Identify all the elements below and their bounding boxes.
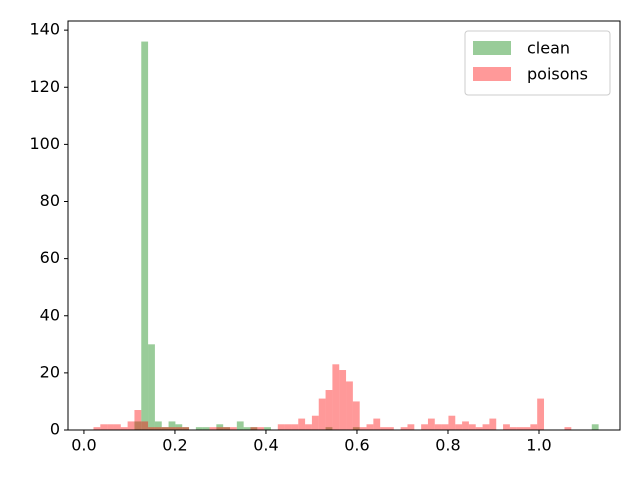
bar [516, 427, 524, 430]
bar [325, 390, 333, 430]
bar [264, 427, 271, 430]
bar [257, 427, 265, 430]
legend-box [464, 30, 611, 96]
bar [216, 427, 224, 430]
y-tick-label: 20 [40, 362, 60, 381]
x-tick-label: 0.8 [435, 436, 460, 455]
bar [148, 344, 155, 430]
bar [154, 421, 162, 430]
x-tick-label: 0.6 [344, 436, 369, 455]
bar [359, 427, 367, 430]
bar [202, 427, 210, 430]
bar [421, 424, 428, 430]
y-tick-label: 40 [40, 305, 60, 324]
bar [209, 427, 217, 430]
bar [434, 424, 442, 430]
bar [161, 427, 169, 430]
bar [107, 424, 114, 430]
bar [523, 427, 531, 430]
bar [462, 421, 469, 430]
bar [182, 427, 190, 430]
bar [537, 398, 545, 430]
bar [284, 424, 292, 430]
bar [127, 421, 135, 430]
bar [154, 427, 162, 430]
bar [141, 41, 149, 431]
bar [400, 427, 408, 430]
bar [346, 381, 353, 430]
bar [373, 418, 381, 430]
bar [380, 427, 388, 430]
bar [352, 401, 360, 430]
bar [141, 421, 149, 430]
bar [168, 427, 176, 430]
bar [291, 424, 299, 430]
legend-swatch [473, 67, 511, 81]
y-tick-label: 100 [29, 134, 60, 153]
bar [134, 410, 142, 430]
bar [250, 427, 258, 430]
bar [530, 424, 538, 430]
bar [455, 424, 463, 430]
bar [407, 424, 415, 430]
bar [564, 427, 572, 430]
y-tick-label: 120 [29, 77, 60, 96]
legend-label: poisons [527, 65, 588, 84]
bar [168, 421, 176, 430]
bar [503, 424, 510, 430]
x-tick-label: 0.0 [71, 436, 96, 455]
bar [120, 427, 128, 430]
plot-frame [67, 20, 621, 431]
bar [93, 427, 101, 430]
bar [305, 424, 312, 430]
legend-label: clean [527, 39, 570, 58]
x-tick-label: 1.0 [526, 436, 551, 455]
bar [427, 418, 435, 430]
bar [250, 427, 258, 430]
y-tick-label: 60 [40, 248, 60, 267]
bar [448, 415, 456, 430]
y-tick-label: 0 [50, 420, 60, 439]
bar [113, 424, 121, 430]
bar [161, 427, 169, 430]
bar [216, 424, 224, 430]
legend-swatch [473, 41, 511, 55]
bar [100, 424, 108, 430]
bar [223, 427, 231, 430]
bar [175, 424, 183, 430]
bar [318, 398, 326, 430]
bar [277, 424, 285, 430]
bar [325, 427, 333, 430]
y-tick-label: 140 [29, 20, 60, 39]
bar [482, 424, 490, 430]
bar [468, 424, 476, 430]
bar [223, 427, 231, 430]
bar [298, 418, 306, 430]
bar [475, 427, 483, 430]
bar [352, 427, 360, 430]
bar [387, 427, 394, 430]
bar [339, 370, 347, 430]
bar [591, 424, 599, 430]
bar [195, 427, 203, 430]
bar [236, 421, 244, 430]
bar [182, 427, 190, 430]
bar [332, 364, 340, 430]
x-tick-label: 0.2 [162, 436, 187, 455]
bar [230, 427, 237, 430]
bar [175, 427, 183, 430]
bar [489, 418, 497, 430]
bar [441, 424, 449, 430]
bar [509, 427, 517, 430]
y-tick-label: 80 [40, 191, 60, 210]
bar [148, 427, 155, 430]
bar [366, 424, 374, 430]
bar [311, 415, 319, 430]
bar [134, 421, 142, 430]
x-tick-label: 0.4 [253, 436, 278, 455]
bar [243, 427, 251, 430]
